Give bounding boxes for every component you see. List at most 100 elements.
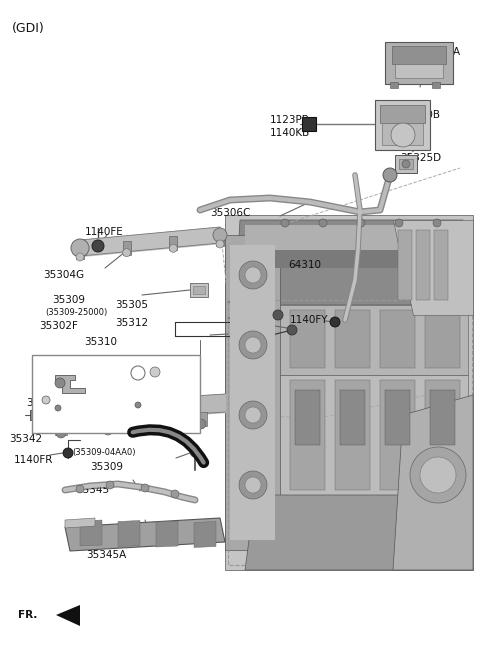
Circle shape <box>103 425 113 435</box>
FancyArrowPatch shape <box>132 430 204 462</box>
Circle shape <box>123 249 131 256</box>
Bar <box>425 310 460 368</box>
Bar <box>425 380 460 490</box>
Circle shape <box>433 219 441 227</box>
Bar <box>216 232 224 246</box>
Bar <box>302 117 316 131</box>
Bar <box>280 305 468 375</box>
Text: 35312J: 35312J <box>33 358 69 368</box>
Text: 35305: 35305 <box>115 300 148 310</box>
Bar <box>32 355 200 433</box>
Circle shape <box>383 168 397 182</box>
Bar <box>193 286 205 294</box>
Circle shape <box>330 317 340 327</box>
Bar <box>385 390 410 445</box>
Bar <box>392 46 446 64</box>
Text: 1123PB: 1123PB <box>270 115 310 125</box>
Bar <box>295 390 320 445</box>
Circle shape <box>169 244 177 253</box>
Text: 64310: 64310 <box>288 260 321 270</box>
Bar <box>169 236 177 251</box>
Bar <box>335 380 370 490</box>
Circle shape <box>55 405 61 411</box>
Polygon shape <box>55 375 85 393</box>
Circle shape <box>196 419 206 429</box>
Bar <box>123 241 131 255</box>
Polygon shape <box>65 518 95 528</box>
Text: 1140FE: 1140FE <box>85 227 124 237</box>
Circle shape <box>239 471 267 499</box>
Circle shape <box>71 239 89 257</box>
Circle shape <box>410 447 466 503</box>
Text: 35304G: 35304G <box>43 270 84 280</box>
Bar <box>335 310 370 368</box>
Bar <box>382 123 423 145</box>
Circle shape <box>287 325 297 335</box>
Text: 35340C: 35340C <box>77 412 118 422</box>
Text: 35312A: 35312A <box>26 398 66 408</box>
Text: 35345: 35345 <box>76 485 109 495</box>
Circle shape <box>63 448 73 458</box>
Bar <box>416 230 430 300</box>
Bar <box>380 380 415 490</box>
Circle shape <box>92 240 104 252</box>
Bar <box>290 380 325 490</box>
Bar <box>380 310 415 368</box>
Polygon shape <box>118 520 140 546</box>
Circle shape <box>76 253 84 261</box>
Bar <box>340 390 365 445</box>
Bar <box>399 159 413 169</box>
Bar <box>395 64 443 78</box>
Text: 1140FR: 1140FR <box>14 455 53 465</box>
Circle shape <box>56 428 66 438</box>
Bar <box>434 230 448 300</box>
Bar <box>190 283 208 297</box>
Circle shape <box>213 228 227 242</box>
Bar <box>230 245 275 540</box>
Circle shape <box>319 219 327 227</box>
Text: 35325D: 35325D <box>400 153 441 163</box>
Text: FR.: FR. <box>18 610 37 620</box>
Circle shape <box>239 331 267 359</box>
Bar <box>76 245 84 259</box>
Circle shape <box>402 160 410 168</box>
Text: 35310: 35310 <box>84 337 117 347</box>
Circle shape <box>135 402 141 408</box>
Polygon shape <box>194 522 216 548</box>
Bar <box>245 250 453 268</box>
Circle shape <box>55 378 65 388</box>
Circle shape <box>239 401 267 429</box>
Bar <box>398 230 412 300</box>
Polygon shape <box>225 235 280 550</box>
Text: 1140FY: 1140FY <box>290 315 328 325</box>
Circle shape <box>171 490 179 498</box>
Polygon shape <box>393 220 473 315</box>
Circle shape <box>273 310 283 320</box>
Circle shape <box>149 422 159 432</box>
Circle shape <box>106 481 114 489</box>
Circle shape <box>216 240 224 248</box>
Text: 35342: 35342 <box>9 434 42 444</box>
Polygon shape <box>235 220 468 305</box>
Text: 35309: 35309 <box>90 462 123 472</box>
Polygon shape <box>156 521 178 547</box>
Bar <box>375 100 430 150</box>
Bar <box>385 42 453 84</box>
Polygon shape <box>393 395 473 570</box>
Bar <box>148 415 160 429</box>
Polygon shape <box>245 495 473 570</box>
Text: (GDI): (GDI) <box>12 22 45 35</box>
Circle shape <box>357 219 365 227</box>
Bar <box>390 82 398 88</box>
Circle shape <box>281 219 289 227</box>
Text: 35345A: 35345A <box>86 550 126 560</box>
Polygon shape <box>80 520 102 546</box>
Bar <box>290 310 325 368</box>
Text: 33100B: 33100B <box>400 110 440 120</box>
Circle shape <box>150 367 160 377</box>
Circle shape <box>141 484 149 492</box>
Bar <box>225 215 473 570</box>
Circle shape <box>42 396 50 404</box>
Text: 35312: 35312 <box>115 318 148 328</box>
Bar <box>432 82 440 88</box>
